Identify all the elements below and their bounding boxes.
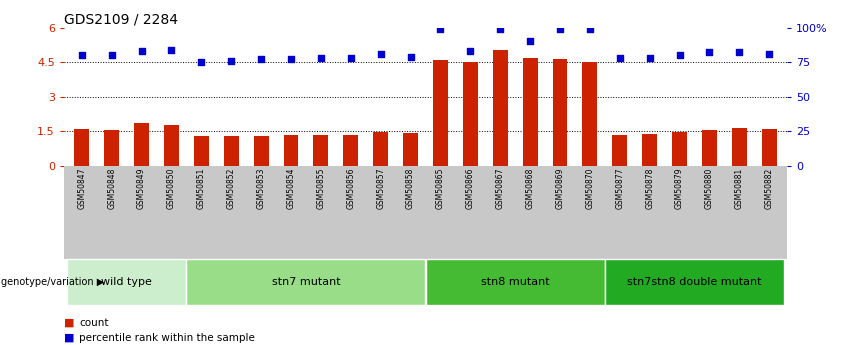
Bar [732, 128, 747, 166]
Point [703, 50, 717, 55]
Text: GSM50848: GSM50848 [107, 167, 116, 209]
Bar [403, 133, 418, 166]
Bar [186, 259, 426, 305]
Bar [194, 136, 208, 166]
Point [673, 52, 687, 58]
Text: GSM50866: GSM50866 [465, 167, 475, 209]
Point [134, 48, 148, 54]
Text: GSM50856: GSM50856 [346, 167, 355, 209]
Text: ■: ■ [64, 318, 74, 327]
Point [254, 57, 268, 62]
Point [284, 57, 298, 62]
Text: GSM50877: GSM50877 [615, 167, 625, 209]
Text: GSM50867: GSM50867 [496, 167, 505, 209]
Bar [313, 135, 328, 166]
Point [434, 26, 448, 32]
Point [164, 47, 178, 52]
Point [494, 26, 507, 32]
Text: GSM50851: GSM50851 [197, 167, 206, 209]
Text: GSM50852: GSM50852 [226, 167, 236, 209]
Point [762, 51, 776, 57]
Bar [463, 62, 477, 166]
Text: GSM50847: GSM50847 [77, 167, 86, 209]
Text: wild type: wild type [101, 277, 152, 287]
Bar [74, 129, 89, 166]
Text: percentile rank within the sample: percentile rank within the sample [79, 333, 255, 343]
Text: GSM50868: GSM50868 [526, 167, 534, 209]
Bar [643, 134, 657, 166]
Text: GSM50865: GSM50865 [436, 167, 445, 209]
Text: GSM50869: GSM50869 [556, 167, 564, 209]
Text: GSM50880: GSM50880 [705, 167, 714, 209]
Bar [254, 136, 269, 166]
Text: GSM50857: GSM50857 [376, 167, 386, 209]
Bar [224, 136, 238, 166]
Point [583, 26, 597, 32]
Bar [67, 259, 186, 305]
Bar [493, 50, 508, 166]
Bar [426, 259, 605, 305]
Point [523, 39, 537, 44]
Point [374, 51, 387, 57]
Bar [762, 129, 777, 166]
Bar [104, 130, 119, 166]
Text: GSM50855: GSM50855 [317, 167, 325, 209]
Text: GSM50881: GSM50881 [735, 167, 744, 209]
Point [225, 58, 238, 63]
Text: GSM50858: GSM50858 [406, 167, 415, 209]
Text: GSM50870: GSM50870 [585, 167, 594, 209]
Bar [702, 130, 717, 166]
Bar [523, 58, 538, 166]
Text: GSM50853: GSM50853 [257, 167, 266, 209]
Bar [374, 131, 388, 166]
Point [553, 26, 567, 32]
Bar [134, 123, 149, 166]
Point [105, 52, 118, 58]
Point [403, 54, 417, 59]
Text: stn7stn8 double mutant: stn7stn8 double mutant [627, 277, 762, 287]
Text: ■: ■ [64, 333, 74, 343]
Bar [672, 131, 687, 166]
Text: count: count [79, 318, 109, 327]
Text: GSM50849: GSM50849 [137, 167, 146, 209]
Bar [552, 59, 568, 166]
Text: GSM50882: GSM50882 [765, 167, 774, 209]
Bar [283, 135, 299, 166]
Text: stn7 mutant: stn7 mutant [271, 277, 340, 287]
Text: GSM50850: GSM50850 [167, 167, 176, 209]
Text: GDS2109 / 2284: GDS2109 / 2284 [64, 12, 178, 27]
Bar [433, 60, 448, 166]
Bar [582, 62, 597, 166]
Point [314, 55, 328, 61]
Bar [613, 135, 627, 166]
Text: GSM50854: GSM50854 [287, 167, 295, 209]
Point [613, 55, 626, 61]
Point [733, 50, 746, 55]
Point [643, 55, 656, 61]
Point [464, 48, 477, 54]
Point [344, 55, 357, 61]
Text: GSM50879: GSM50879 [675, 167, 684, 209]
Bar [164, 125, 179, 166]
Text: stn8 mutant: stn8 mutant [481, 277, 550, 287]
Point [195, 59, 208, 65]
Point [75, 52, 89, 58]
Bar [605, 259, 784, 305]
Bar [343, 135, 358, 166]
Text: genotype/variation ▶: genotype/variation ▶ [1, 277, 104, 287]
Text: GSM50878: GSM50878 [645, 167, 654, 209]
